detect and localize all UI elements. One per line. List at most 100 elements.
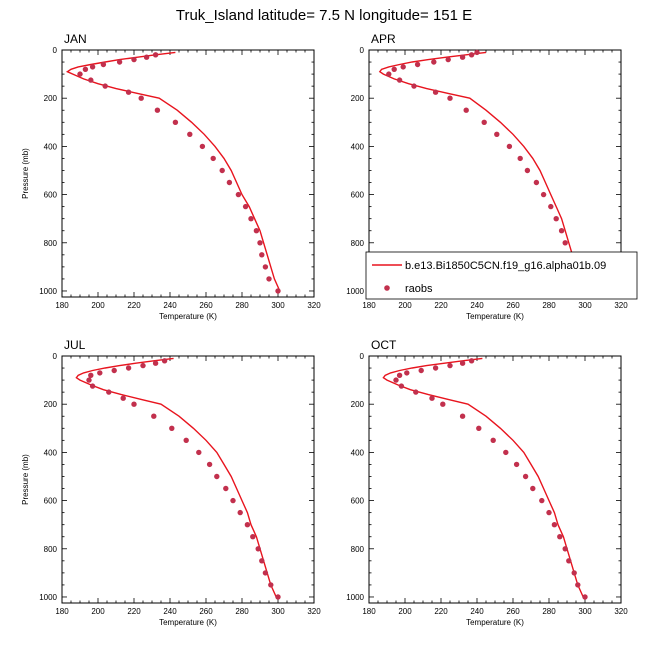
obs-point-apr-2 [460, 55, 465, 60]
obs-point-oct-11 [440, 402, 445, 407]
obs-point-jan-26 [266, 276, 271, 281]
obs-point-oct-15 [503, 450, 508, 455]
y-axis-label-jan: Pressure (mb) [21, 148, 30, 199]
x-tick-label-jan-320: 320 [307, 301, 321, 310]
obs-point-jul-0 [162, 358, 167, 363]
obs-point-apr-8 [386, 71, 391, 76]
y-tick-label-jul-1000: 1000 [39, 593, 57, 602]
obs-point-apr-6 [401, 64, 406, 69]
legend-obs-swatch [384, 285, 390, 291]
obs-point-jul-2 [140, 363, 145, 368]
obs-point-jan-17 [220, 168, 225, 173]
y-tick-label-jan-1000: 1000 [39, 287, 57, 296]
x-tick-label-apr-240: 240 [470, 301, 484, 310]
obs-point-apr-22 [554, 216, 559, 221]
y-tick-label-jan-0: 0 [53, 46, 58, 55]
obs-point-oct-3 [433, 365, 438, 370]
x-tick-label-apr-200: 200 [398, 301, 412, 310]
obs-point-jan-0 [153, 52, 158, 57]
obs-point-oct-16 [514, 462, 519, 467]
obs-point-oct-5 [404, 370, 409, 375]
obs-point-jan-6 [83, 67, 88, 72]
obs-point-apr-16 [507, 144, 512, 149]
obs-point-jan-5 [90, 64, 95, 69]
obs-point-apr-5 [415, 62, 420, 67]
obs-point-jan-22 [254, 228, 259, 233]
legend-obs-label: raobs [405, 283, 433, 295]
obs-point-jul-22 [250, 534, 255, 539]
obs-point-jul-9 [106, 389, 111, 394]
figure-title: Truk_Island latitude= 7.5 N longitude= 1… [176, 7, 472, 24]
x-tick-label-jan-280: 280 [235, 301, 249, 310]
obs-point-apr-20 [541, 192, 546, 197]
obs-point-jan-20 [243, 204, 248, 209]
obs-point-apr-23 [559, 228, 564, 233]
obs-point-apr-24 [563, 240, 568, 245]
obs-point-oct-21 [552, 522, 557, 527]
x-axis-label-jul: Temperature (K) [159, 618, 217, 627]
obs-point-jan-7 [77, 71, 82, 76]
obs-point-jan-24 [259, 252, 264, 257]
obs-point-oct-4 [419, 368, 424, 373]
x-tick-label-jul-220: 220 [127, 607, 141, 616]
obs-point-jul-3 [126, 365, 131, 370]
obs-point-jul-23 [256, 546, 261, 551]
obs-point-oct-17 [523, 474, 528, 479]
y-tick-label-jan-600: 600 [44, 191, 58, 200]
obs-point-jul-15 [196, 450, 201, 455]
y-axis-label-jul: Pressure (mb) [21, 454, 30, 505]
obs-point-oct-13 [476, 426, 481, 431]
x-tick-label-apr-260: 260 [506, 301, 520, 310]
obs-point-jul-24 [259, 558, 264, 563]
obs-point-apr-11 [433, 90, 438, 95]
obs-point-oct-12 [460, 414, 465, 419]
x-tick-label-jul-260: 260 [199, 607, 213, 616]
obs-point-jan-1 [144, 55, 149, 60]
obs-point-jan-27 [275, 288, 280, 293]
y-tick-label-jul-600: 600 [44, 497, 58, 506]
obs-point-jul-14 [184, 438, 189, 443]
y-tick-label-oct-400: 400 [351, 448, 365, 457]
y-tick-label-apr-1000: 1000 [346, 287, 364, 296]
obs-point-apr-18 [525, 168, 530, 173]
obs-point-apr-3 [446, 57, 451, 62]
x-tick-label-apr-220: 220 [434, 301, 448, 310]
legend: b.e13.Bi1850C5CN.f19_g16.alpha01b.09 rao… [366, 252, 637, 299]
x-tick-label-apr-320: 320 [614, 301, 628, 310]
y-tick-label-apr-600: 600 [351, 191, 365, 200]
x-tick-label-jan-180: 180 [55, 301, 69, 310]
obs-point-apr-0 [474, 50, 479, 55]
x-tick-label-oct-280: 280 [542, 607, 556, 616]
model-line-jan [67, 52, 279, 291]
obs-point-jul-21 [245, 522, 250, 527]
obs-point-apr-15 [494, 132, 499, 137]
x-tick-label-jan-260: 260 [199, 301, 213, 310]
obs-point-jan-3 [117, 59, 122, 64]
y-tick-label-jul-800: 800 [44, 545, 58, 554]
obs-point-jul-11 [131, 402, 136, 407]
x-tick-label-apr-300: 300 [578, 301, 592, 310]
obs-point-jul-20 [238, 510, 243, 515]
x-tick-label-jul-280: 280 [235, 607, 249, 616]
obs-point-oct-14 [491, 438, 496, 443]
obs-point-apr-12 [447, 96, 452, 101]
obs-point-oct-18 [530, 486, 535, 491]
x-axis-label-oct: Temperature (K) [466, 618, 524, 627]
obs-point-oct-7 [393, 377, 398, 382]
x-tick-label-oct-240: 240 [470, 607, 484, 616]
y-tick-label-apr-200: 200 [351, 94, 365, 103]
y-tick-label-jan-400: 400 [44, 142, 58, 151]
x-tick-label-jan-240: 240 [163, 301, 177, 310]
obs-point-jan-10 [126, 90, 131, 95]
obs-point-jul-19 [230, 498, 235, 503]
obs-point-jul-13 [169, 426, 174, 431]
obs-point-apr-4 [431, 59, 436, 64]
obs-point-apr-17 [518, 156, 523, 161]
obs-point-oct-25 [572, 570, 577, 575]
obs-point-jul-4 [112, 368, 117, 373]
obs-point-oct-22 [557, 534, 562, 539]
obs-point-jan-25 [263, 264, 268, 269]
panel-jul: JUL180 200 220 240 260 280 300 3200200400600800… [21, 338, 321, 627]
x-tick-label-oct-320: 320 [614, 607, 628, 616]
x-tick-label-oct-200: 200 [398, 607, 412, 616]
